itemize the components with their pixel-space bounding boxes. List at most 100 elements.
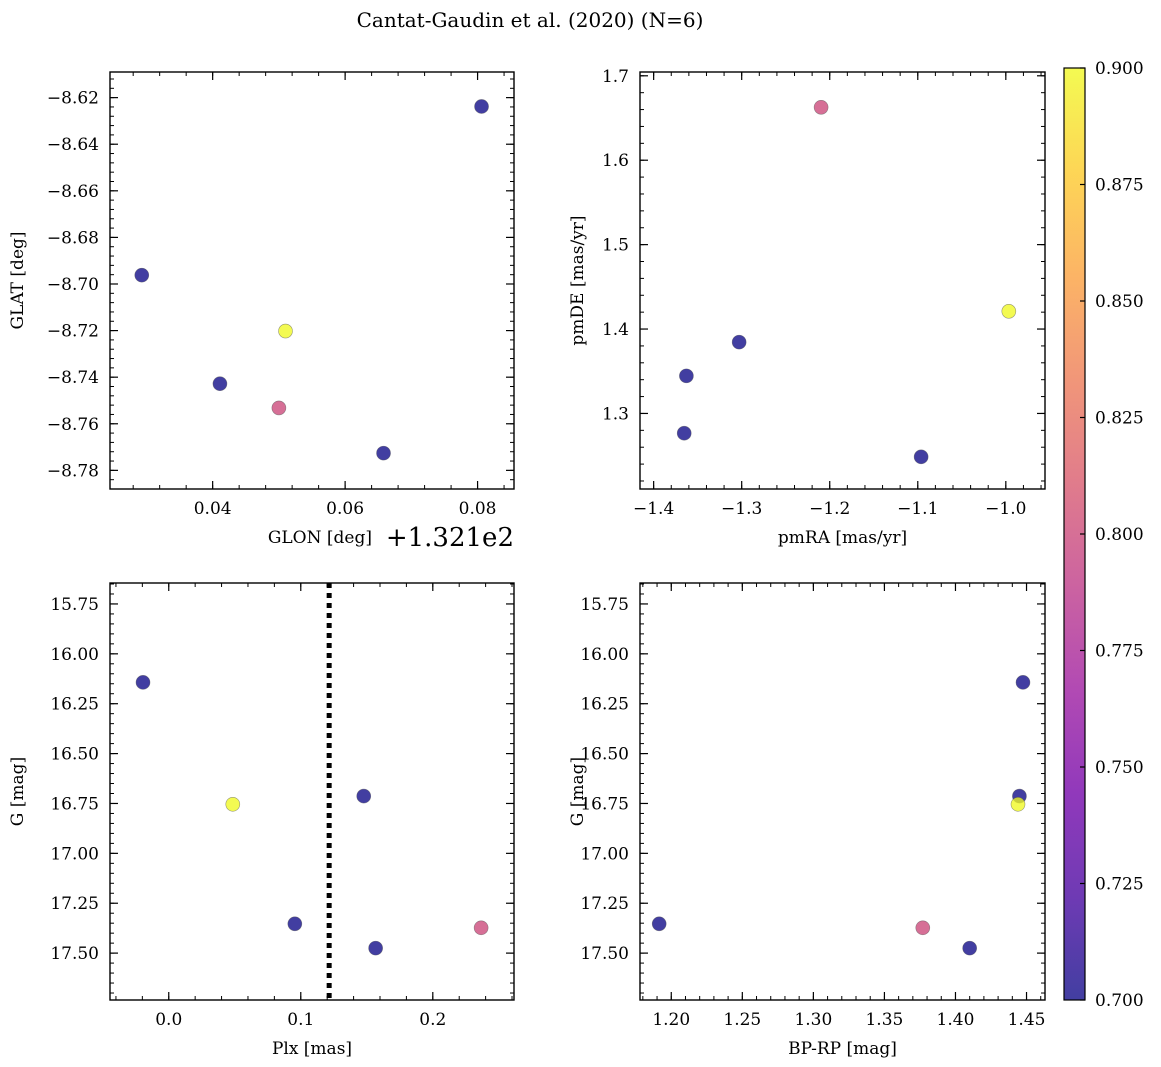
y-tick-label: −8.68: [47, 228, 99, 248]
y-tick-label: −8.64: [47, 135, 99, 155]
data-point: [473, 920, 489, 936]
x-tick-label: −1.2: [809, 499, 850, 519]
y-tick-label: 17.00: [580, 844, 629, 864]
y-tick-label: 17.50: [580, 944, 629, 964]
x-axis-label: BP-RP [mag]: [788, 1039, 897, 1059]
y-tick-label: 16.50: [50, 745, 99, 765]
data-point: [962, 940, 977, 956]
x-tick-label: 0.0: [155, 1010, 182, 1030]
axes-frame: [639, 71, 1046, 490]
data-point: [376, 445, 391, 461]
x-tick-label: 1.40: [937, 1010, 975, 1030]
y-tick-label: 16.00: [580, 645, 629, 665]
y-axis-label: GLAT [deg]: [8, 231, 28, 329]
x-tick-label: −1.1: [897, 499, 938, 519]
minor-ticks: [110, 72, 514, 490]
colorbar-tick-label: 0.875: [1095, 176, 1144, 196]
x-tick-label: 1.25: [723, 1010, 761, 1030]
panel-1: 0.04 0.06 0.08 −8.62 −8.64 −8.66 −8.68 −8.70 −8.…: [8, 71, 515, 553]
x-axis-label: GLON [deg]: [268, 528, 372, 548]
data-point: [271, 400, 287, 416]
minor-ticks: [640, 583, 1045, 1000]
colorbar-tick-label: 0.750: [1095, 758, 1144, 778]
data-point: [679, 368, 694, 384]
panels: 0.04 0.06 0.08 −8.62 −8.64 −8.66 −8.68 −8.70 −8.…: [8, 67, 1046, 1059]
y-tick-label: 17.25: [580, 894, 629, 914]
y-tick-label: 16.50: [580, 745, 629, 765]
figure-title: Cantat-Gaudin et al. (2020) (N=6): [357, 8, 704, 32]
axes-frame: [639, 582, 1046, 1001]
colorbar-tick-label: 0.775: [1095, 642, 1144, 662]
y-tick-label: −8.72: [47, 322, 99, 342]
x-tick-label: 1.30: [794, 1010, 832, 1030]
minor-ticks: [640, 72, 1045, 489]
colorbar-tick-label: 0.800: [1095, 525, 1144, 545]
x-tick-label: −1.0: [985, 499, 1026, 519]
data-point: [731, 334, 747, 350]
y-tick-label: 1.6: [602, 151, 629, 171]
colorbar-tick-label: 0.825: [1095, 409, 1144, 429]
y-tick-label: 1.7: [602, 67, 629, 87]
x-tick-label: 1.20: [652, 1010, 690, 1030]
x-tick-label: 0.1: [287, 1010, 314, 1030]
y-axis-label: G [mag]: [568, 757, 588, 826]
x-tick-label: 0.08: [459, 499, 497, 519]
data-point: [135, 675, 151, 690]
data-point: [1001, 304, 1017, 319]
y-tick-label: 17.00: [50, 844, 99, 864]
axes-frame: [109, 71, 515, 490]
y-tick-label: 16.25: [50, 695, 99, 715]
y-tick-label: 16.25: [580, 695, 629, 715]
data-point: [212, 376, 228, 392]
data-point: [813, 99, 829, 115]
panel-3: 0.0 0.1 0.2 15.75 16.00 16.25 16.50 16.75 17.00 1…: [8, 582, 515, 1059]
x-axis-label: pmRA [mas/yr]: [778, 528, 907, 548]
data-point: [651, 916, 667, 932]
colorbar-tick-label: 0.725: [1095, 875, 1144, 895]
y-tick-label: 17.50: [50, 944, 99, 964]
y-tick-label: −8.66: [47, 182, 99, 202]
data-point: [474, 99, 489, 114]
x-tick-label: −1.3: [721, 499, 762, 519]
colorbar-tick-label: 0.850: [1095, 292, 1144, 312]
data-point: [225, 796, 241, 812]
y-tick-label: −8.78: [47, 461, 99, 481]
colorbar-tick-label: 0.900: [1095, 59, 1144, 79]
minor-ticks: [110, 583, 514, 1000]
data-point: [287, 916, 303, 932]
colorbar-tick-label: 0.700: [1095, 991, 1144, 1011]
x-tick-label: 0.2: [419, 1010, 446, 1030]
y-tick-label: −8.76: [47, 415, 99, 435]
y-axis-label: pmDE [mas/yr]: [568, 215, 588, 345]
x-tick-label: 1.45: [1008, 1010, 1046, 1030]
colorbar: 0.700 0.725 0.750 0.775 0.800 0.825 0.850 0.875…: [1063, 59, 1144, 1011]
data-point: [1010, 796, 1026, 812]
y-tick-label: 16.75: [580, 794, 629, 814]
data-point: [1015, 675, 1031, 690]
y-tick-label: −8.70: [47, 275, 99, 295]
data-point: [134, 267, 150, 283]
x-tick-label: 1.35: [865, 1010, 903, 1030]
y-tick-label: 1.4: [602, 320, 629, 340]
data-point: [676, 425, 692, 441]
y-tick-label: 16.75: [50, 794, 99, 814]
y-tick-label: −8.74: [47, 368, 99, 388]
x-tick-label: 0.06: [326, 499, 364, 519]
y-tick-label: 1.3: [602, 404, 629, 424]
y-tick-label: 15.75: [50, 595, 99, 615]
y-tick-label: 16.00: [50, 645, 99, 665]
data-point: [368, 940, 383, 956]
y-tick-label: 1.5: [602, 236, 629, 256]
panel-2: −1.4 −1.3 −1.2 −1.1 −1.0 1.3 1.4 1.5 1.6 1.7 pmRA …: [568, 67, 1046, 548]
y-tick-label: 17.25: [50, 894, 99, 914]
colorbar-gradient: [1064, 68, 1085, 1000]
x-tick-label: 0.04: [194, 499, 232, 519]
data-point: [278, 323, 293, 339]
x-axis-label: Plx [mas]: [272, 1039, 352, 1059]
axes-frame: [109, 582, 515, 1001]
data-point: [915, 920, 931, 936]
data-point: [356, 788, 372, 804]
x-offset-text: +1.321e2: [386, 523, 514, 553]
data-point: [913, 449, 929, 465]
